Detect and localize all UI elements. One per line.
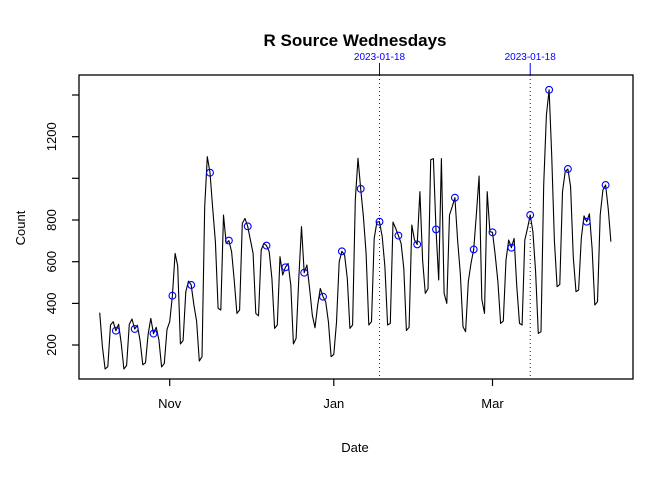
wednesday-marker bbox=[488, 228, 497, 237]
wednesday-marker bbox=[337, 247, 346, 256]
wednesday-marker bbox=[168, 291, 177, 300]
event-date-label: 2023-01-18 bbox=[354, 52, 406, 63]
wednesday-marker bbox=[206, 168, 214, 177]
wednesday-marker bbox=[262, 241, 271, 250]
wednesday-marker bbox=[224, 236, 233, 245]
wednesday-marker bbox=[394, 231, 403, 240]
wednesday-marker bbox=[111, 326, 120, 335]
wednesday-marker bbox=[469, 245, 478, 254]
wednesday-marker bbox=[356, 184, 365, 193]
plot-border bbox=[78, 74, 634, 380]
wednesday-marker bbox=[149, 329, 158, 338]
x-axis-label: Date bbox=[341, 440, 368, 455]
wednesday-marker bbox=[243, 222, 252, 231]
wednesday-marker bbox=[450, 193, 459, 202]
wednesday-marker bbox=[601, 181, 610, 189]
wednesday-marker bbox=[319, 292, 327, 301]
event-date-label: 2023-01-18 bbox=[505, 52, 557, 63]
y-tick-label: 1200 bbox=[44, 122, 59, 151]
wednesday-marker bbox=[281, 263, 290, 272]
wednesday-marker bbox=[375, 217, 384, 226]
x-tick-label: Mar bbox=[481, 396, 504, 411]
wednesday-marker bbox=[432, 225, 440, 234]
wednesday-marker bbox=[507, 243, 516, 252]
y-tick-label: 600 bbox=[44, 251, 59, 273]
y-axis-label: Count bbox=[13, 210, 28, 245]
x-tick-label: Nov bbox=[158, 396, 182, 411]
chart-title: R Source Wednesdays bbox=[264, 31, 447, 50]
wednesday-marker bbox=[582, 217, 591, 226]
wednesday-marker bbox=[300, 268, 309, 277]
y-tick-label: 800 bbox=[44, 209, 59, 231]
y-tick-label: 200 bbox=[44, 334, 59, 356]
x-tick-label: Jan bbox=[323, 396, 344, 411]
wednesday-marker bbox=[526, 211, 535, 219]
wednesday-marker bbox=[187, 281, 196, 289]
wednesday-marker bbox=[413, 240, 422, 249]
wednesday-marker bbox=[130, 325, 139, 333]
wednesday-marker bbox=[563, 165, 572, 173]
y-tick-label: 400 bbox=[44, 293, 59, 315]
wednesday-marker bbox=[545, 85, 554, 94]
count-series-line bbox=[99, 89, 612, 370]
